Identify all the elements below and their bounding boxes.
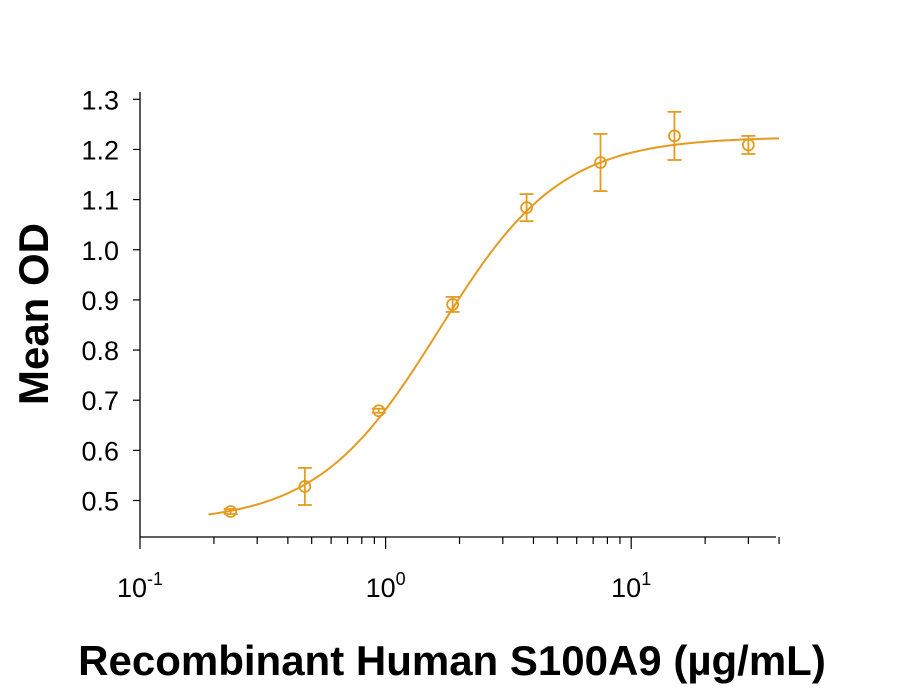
data-point [519, 193, 534, 223]
data-point-marker [520, 201, 533, 215]
y-tick-label: 0.8 [81, 336, 119, 366]
y-tick-label: 0.6 [81, 436, 119, 466]
y-tick-label: 0.7 [81, 386, 119, 416]
fit-curves [208, 137, 780, 516]
y-tick-label: 1.0 [81, 236, 119, 266]
x-tick-label: 10-1 [117, 569, 163, 603]
data-point [667, 110, 682, 161]
x-ticks: 10-1 100 101 [117, 537, 780, 603]
y-ticks: 0.5 0.6 0.7 0.8 0.9 1.0 1.1 1.2 1.3 [81, 85, 140, 517]
y-tick-label: 1.2 [81, 135, 119, 165]
data-point-marker [224, 505, 238, 518]
data-point-marker [741, 138, 755, 152]
data-point [593, 133, 608, 192]
data-point [741, 135, 756, 155]
x-tick-label: 100 [366, 569, 406, 603]
fit-curve [208, 137, 780, 516]
data-point-marker [372, 404, 386, 418]
axes [139, 92, 776, 538]
y-axis-title: Mean OD [10, 223, 57, 405]
x-tick-label: 101 [611, 569, 651, 603]
y-tick-label: 0.5 [81, 487, 119, 517]
data-point-marker [668, 129, 681, 143]
y-tick-label: 1.3 [81, 85, 119, 115]
data-points [223, 110, 756, 518]
data-point [223, 505, 238, 518]
data-point [371, 404, 386, 418]
x-axis-title: Recombinant Human S100A9 (µg/mL) [78, 637, 826, 684]
data-point-marker [298, 480, 312, 493]
data-point-marker [446, 298, 460, 311]
data-point-marker [594, 156, 607, 169]
data-point [445, 295, 460, 313]
y-tick-label: 1.1 [81, 186, 119, 216]
y-tick-label: 0.9 [81, 286, 119, 316]
data-point [297, 467, 312, 506]
